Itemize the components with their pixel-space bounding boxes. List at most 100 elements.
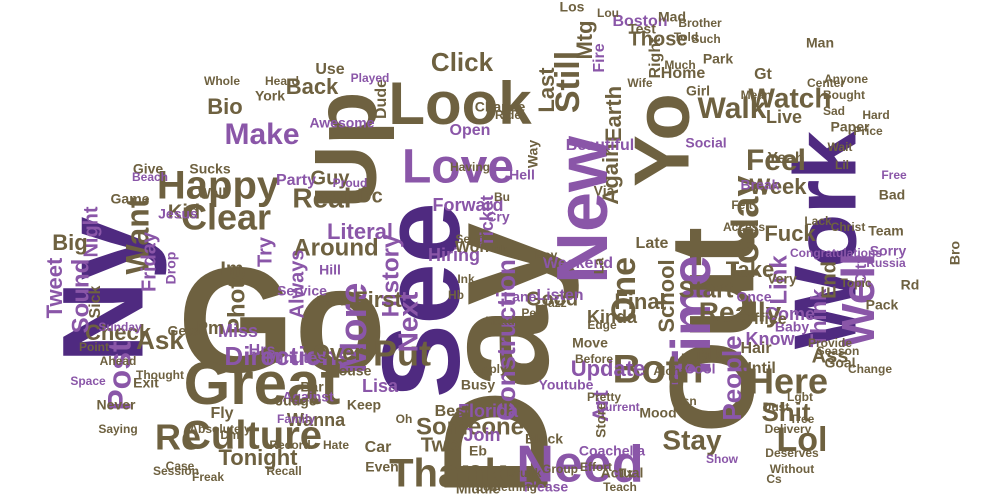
cloud-word-pm: Pm [196, 318, 224, 338]
cloud-word-watch: Watch [749, 82, 832, 113]
cloud-word-try: Try [254, 236, 276, 267]
cloud-word-next: Next [392, 292, 423, 353]
cloud-word-art: Art [588, 389, 613, 421]
cloud-word-recall: Recall [266, 464, 301, 478]
cloud-word-dm: Dm [220, 428, 239, 442]
cloud-word-park: Park [703, 51, 734, 67]
cloud-word-open: Open [450, 122, 491, 139]
cloud-word-absolutely: Absolutely [189, 422, 251, 436]
cloud-word-exit: Exit [133, 375, 159, 391]
cloud-word-school: School [654, 259, 679, 332]
cloud-word-girl: Girl [686, 83, 710, 99]
cloud-word-russia: Russia [866, 256, 906, 270]
cloud-word-wait: Wait [828, 140, 853, 154]
cloud-word-gh: Gh [493, 245, 507, 256]
cloud-word-sunday: Sunday [98, 320, 142, 334]
cloud-word-lane: Lane [504, 289, 537, 305]
cloud-word-culture: Culture [182, 414, 322, 458]
cloud-word-lil: Lil [835, 158, 849, 172]
cloud-word-update: Update [571, 356, 646, 381]
cloud-word-bu: Bu [494, 190, 510, 204]
cloud-word-use: Use [315, 61, 344, 78]
cloud-word-want: Want [119, 197, 155, 274]
cloud-word-won: Won [455, 239, 489, 256]
cloud-word-isn: Isn [679, 394, 696, 408]
cloud-word-cs: Cs [766, 472, 782, 486]
cloud-word-tonight: Tonight [219, 445, 299, 470]
cloud-word-fire: Fire [591, 43, 608, 72]
cloud-word-access: Access [723, 220, 765, 234]
cloud-word-over: Over [313, 340, 364, 365]
cloud-word-pretty: Pretty [587, 390, 621, 404]
cloud-word-case: Case [166, 459, 195, 473]
cloud-word-put: Put [373, 333, 431, 374]
cloud-word-never: Never [97, 397, 136, 413]
cloud-word-give: Give [133, 161, 164, 177]
cloud-word-session: Session [153, 464, 199, 478]
cloud-word-ask: Ask [136, 325, 184, 355]
cloud-word-gets: Gets [167, 323, 198, 339]
cloud-word-party: Party [276, 172, 316, 189]
cloud-word-much: Much [664, 58, 695, 72]
cloud-word-anyone: Anyone [824, 72, 868, 86]
cloud-word-via: Via [594, 183, 615, 199]
cloud-word-take: Take [726, 257, 775, 282]
cloud-word-listen: Listen [536, 287, 583, 304]
cloud-word-chance: Chance [475, 99, 526, 115]
cloud-word-two: Two [421, 434, 460, 456]
cloud-word-congratulations: Congratulations [790, 246, 882, 260]
cloud-word-without: Without [770, 462, 815, 476]
cloud-word-fuck: Fuck [764, 221, 816, 246]
cloud-word-ink: Ink [457, 272, 475, 286]
cloud-word-busy: Busy [461, 377, 495, 393]
cloud-word-bad: Bad [879, 187, 905, 203]
cloud-word-against: Against [282, 389, 334, 405]
cloud-word-hrs: Hrs [249, 342, 276, 359]
cloud-word-la: La [591, 258, 607, 275]
cloud-word-good: Good [526, 288, 578, 310]
cloud-word-ride: Ride [495, 108, 521, 122]
cloud-word-once: Once [736, 289, 771, 305]
cloud-word-great: Great [184, 350, 341, 417]
cloud-word-yo: Yo [618, 93, 706, 187]
cloud-word-new: New [543, 135, 623, 284]
cloud-word-hate: Hate [323, 438, 349, 452]
cloud-word-block: Block [525, 431, 563, 447]
cloud-word-part: Part [316, 293, 344, 309]
cloud-word-again: Again [598, 143, 623, 204]
cloud-word-mean: Mean [741, 88, 772, 102]
cloud-word-team: Team [868, 223, 904, 239]
cloud-word-saying: Saying [98, 422, 137, 436]
cloud-word-paper: Paper [831, 119, 870, 135]
cloud-word-ass: Ass [812, 345, 849, 367]
cloud-word-always: Always [286, 250, 308, 319]
cloud-word-clear: Clear [181, 197, 271, 238]
cloud-word-end: End [818, 261, 840, 299]
cloud-word-home: Home [661, 65, 706, 82]
cloud-word-topic: Topic [840, 276, 871, 290]
cloud-word-jazz: Jazz [541, 296, 566, 310]
cloud-word-forward: Forward [432, 195, 503, 215]
cloud-word-mtg: Mtg [572, 20, 597, 59]
cloud-word-start: Start [679, 276, 734, 303]
cloud-word-send: Send [455, 232, 484, 246]
cloud-word-pack: Pack [866, 297, 899, 313]
cloud-word-beautiful: Beautiful [566, 137, 634, 154]
cloud-word-day: Day [412, 222, 580, 497]
cloud-word-delivery: Delivery [765, 422, 812, 436]
cloud-word-service: Service [277, 283, 327, 299]
cloud-word-head: Head [485, 314, 514, 328]
cloud-word-friday: Friday [138, 231, 160, 292]
cloud-word-break: Break [741, 177, 780, 193]
cloud-word-space: Space [70, 374, 106, 388]
cloud-word-pea: Pea [521, 306, 543, 320]
cloud-word-big: Big [52, 230, 87, 255]
cloud-word-kinda: Kinda [587, 307, 638, 327]
cloud-word-thank: Thank [389, 452, 508, 496]
cloud-word-think: Think [806, 288, 831, 347]
cloud-word-very: Very [767, 271, 797, 287]
cloud-word-happy: Happy [157, 164, 280, 208]
cloud-word-apply: Apply [473, 362, 507, 376]
